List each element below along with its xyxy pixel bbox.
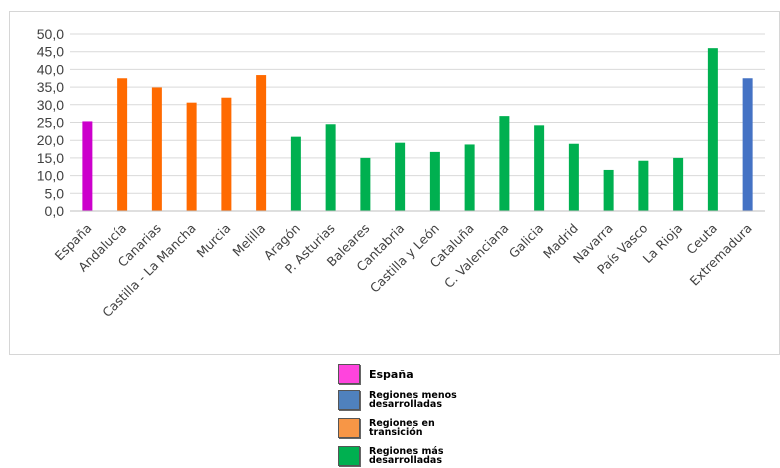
bar <box>117 78 128 211</box>
bar <box>151 87 162 211</box>
legend-swatch-menos <box>338 390 360 410</box>
legend-item-menos: Regiones menos desarrolladas <box>338 390 479 410</box>
legend-item-transicion: Regiones en transición <box>338 418 479 438</box>
y-tick-label: 10,0 <box>37 168 64 184</box>
y-tick-label: 20,0 <box>37 132 64 148</box>
bar <box>221 97 232 211</box>
bar <box>186 102 197 211</box>
legend-swatch-espana <box>338 364 360 384</box>
bar <box>638 160 649 211</box>
bar <box>568 143 579 211</box>
y-tick-label: 5,0 <box>45 185 65 201</box>
legend-swatch-transicion <box>338 418 360 438</box>
bar <box>325 124 336 211</box>
x-tick-label: Murcia <box>193 221 233 261</box>
legend-item-mas: Regiones más desarrolladas <box>338 446 479 466</box>
bar <box>290 136 301 211</box>
bar <box>673 157 684 211</box>
legend: España Regiones menos desarrolladas Regi… <box>338 362 558 468</box>
bar <box>742 78 753 211</box>
bar <box>707 48 718 211</box>
chart-area: 0,0 5,0 10,0 15,0 20,0 25,0 30,0 35,0 40,0 45,0 50… <box>9 11 780 355</box>
legend-label-transicion: Regiones en transición <box>369 418 435 438</box>
bar <box>464 144 475 211</box>
gridlines <box>70 33 765 194</box>
y-tick-label: 40,0 <box>37 61 64 77</box>
y-tick-label: 25,0 <box>37 115 64 131</box>
y-tick-label: 15,0 <box>37 150 64 166</box>
bar <box>360 157 371 211</box>
bar-chart: 0,0 5,010,0 15,0 20,025,0 30,0 35,0 40,045,0 50… <box>37 26 765 321</box>
bars <box>82 48 753 211</box>
legend-label-mas: Regiones más desarrolladas <box>369 446 444 466</box>
y-tick-label: 0,0 <box>45 203 65 219</box>
bar <box>429 151 440 211</box>
y-tick-label: 35,0 <box>37 79 64 95</box>
bar <box>499 116 510 211</box>
y-tick-label: 50,0 <box>37 26 64 42</box>
bar <box>603 169 614 211</box>
y-tick-label: 30,0 <box>37 97 64 113</box>
y-axis-ticks: 0,0 5,010,0 15,0 20,025,0 30,0 35,0 40,045,0 50… <box>37 26 64 219</box>
x-tick-label: Extremadura <box>687 221 755 289</box>
legend-label-menos: Regiones menos desarrolladas <box>369 390 457 410</box>
legend-label-espana: España <box>369 367 414 381</box>
y-tick-label: 45,0 <box>37 44 64 60</box>
bar <box>256 75 267 211</box>
bar <box>395 142 406 211</box>
bar <box>534 125 545 211</box>
legend-swatch-mas <box>338 446 360 466</box>
legend-item-espana: España <box>338 364 479 384</box>
x-tick-label: Galicia <box>506 221 547 262</box>
bar <box>82 121 93 211</box>
